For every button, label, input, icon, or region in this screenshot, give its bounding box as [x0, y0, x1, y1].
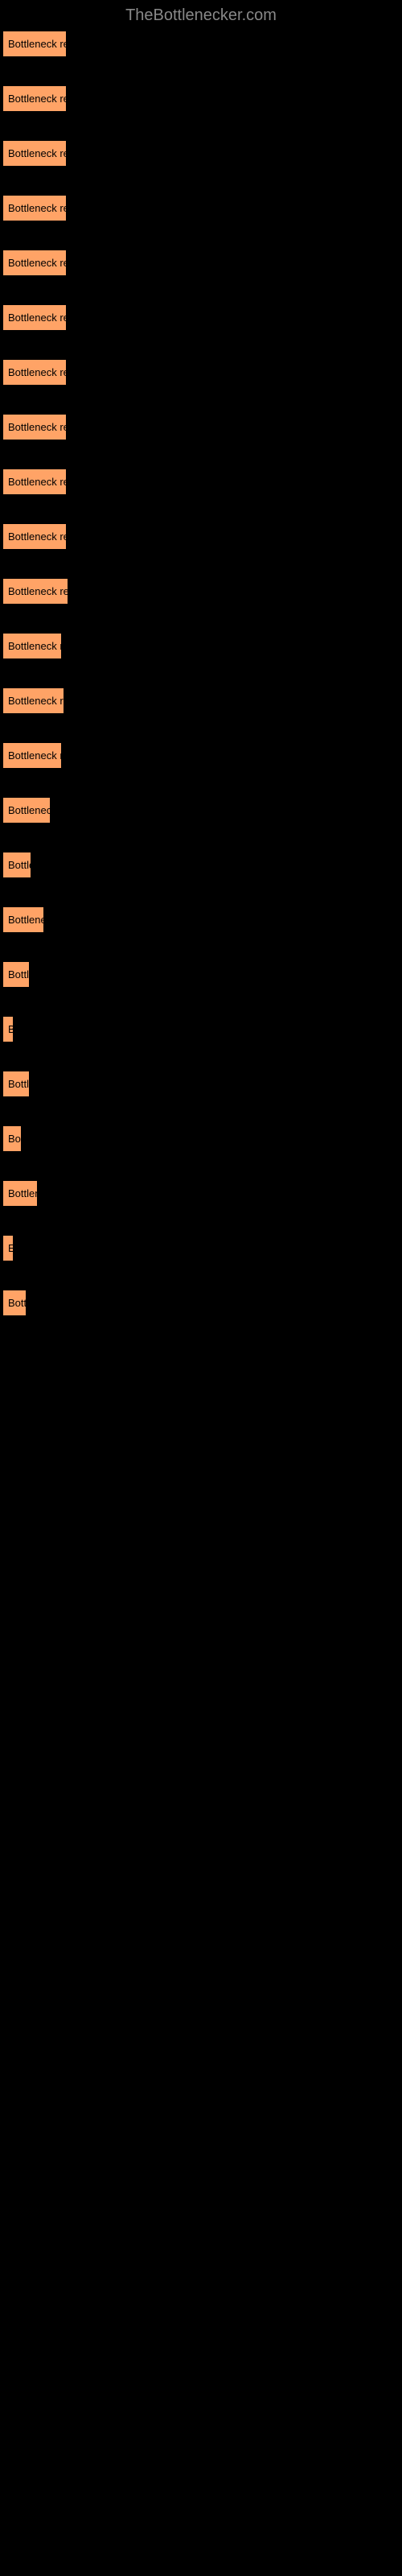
- bottleneck-result-item[interactable]: Bottlene: [3, 1181, 37, 1206]
- bottleneck-result-item[interactable]: Bottleneck r: [3, 798, 50, 823]
- bottleneck-result-item[interactable]: Bottleneck result: [3, 415, 66, 440]
- bottleneck-result-item[interactable]: Bot: [3, 1126, 21, 1151]
- bottleneck-result-item[interactable]: Bottleneck: [3, 907, 43, 932]
- bottleneck-result-item[interactable]: Bottl: [3, 1290, 26, 1315]
- items-list: Bottleneck result Bottleneck result Bottle…: [0, 31, 402, 1345]
- bottleneck-result-item[interactable]: Bottleneck result: [3, 250, 66, 275]
- bottleneck-result-item[interactable]: Bottleneck result: [3, 579, 68, 604]
- bottleneck-result-item[interactable]: Bottleneck resu: [3, 634, 61, 658]
- bottleneck-result-item[interactable]: Bottleneck result: [3, 305, 66, 330]
- bottleneck-result-item[interactable]: Bottler: [3, 852, 31, 877]
- bottleneck-result-item[interactable]: Bottleneck resul: [3, 688, 64, 713]
- bottleneck-result-item[interactable]: Bottleneck result: [3, 524, 66, 549]
- bottleneck-result-item[interactable]: Bottleneck result: [3, 141, 66, 166]
- bottleneck-result-item[interactable]: Bottleneck result: [3, 196, 66, 221]
- bottleneck-result-item[interactable]: Bottleneck result: [3, 31, 66, 56]
- header: TheBottlenecker.com: [0, 0, 402, 31]
- bottleneck-result-item[interactable]: Bottleneck result: [3, 86, 66, 111]
- bottleneck-result-item[interactable]: Bottleneck result: [3, 360, 66, 385]
- bottleneck-result-item[interactable]: Bottle: [3, 1071, 29, 1096]
- bottleneck-result-item[interactable]: Bottleneck resu: [3, 743, 61, 768]
- site-title: TheBottlenecker.com: [125, 6, 277, 24]
- bottleneck-result-item[interactable]: Bottle: [3, 962, 29, 987]
- bottleneck-result-item[interactable]: E: [3, 1236, 13, 1261]
- bottleneck-result-item[interactable]: Bottleneck result: [3, 469, 66, 494]
- bottleneck-result-item[interactable]: B: [3, 1017, 13, 1042]
